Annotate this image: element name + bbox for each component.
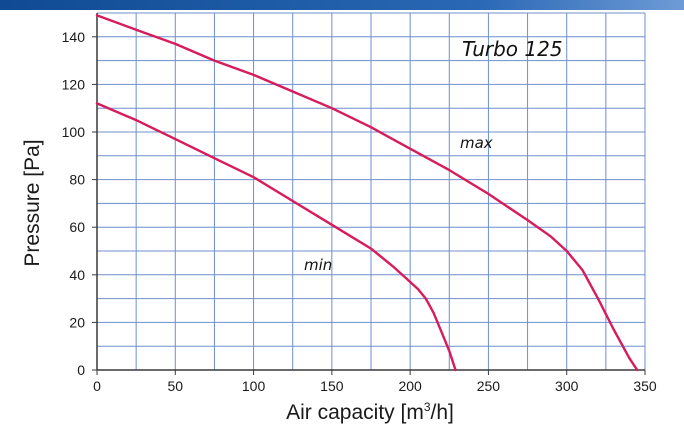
y-tick-label: 0 <box>77 362 85 378</box>
x-tick-label: 350 <box>633 378 657 394</box>
x-tick-label: 250 <box>477 378 501 394</box>
x-tick-label: 0 <box>93 378 101 394</box>
x-tick-label: 50 <box>167 378 183 394</box>
y-tick-label: 100 <box>62 124 86 140</box>
x-tick-label: 300 <box>555 378 579 394</box>
x-axis-title-superscript: 3 <box>424 400 431 414</box>
series-lines <box>95 14 639 372</box>
grid-lines <box>97 12 646 370</box>
series-label-min: min <box>304 256 332 274</box>
x-tick-label: 150 <box>320 378 344 394</box>
x-axis-title: Air capacity [m3/h] <box>286 400 454 424</box>
chart-title: Turbo 125 <box>462 37 563 61</box>
series-label-max: max <box>460 134 493 152</box>
y-tick-label: 60 <box>69 219 85 235</box>
series-line-max <box>95 14 639 372</box>
y-tick-label: 80 <box>69 172 85 188</box>
y-axis-title: Pressure [Pa] <box>21 139 44 266</box>
tick-labels: 0 50 100 150 200 250 300 350 0 20 40 60 80 100 120 140 <box>62 29 657 394</box>
axes <box>92 13 646 375</box>
y-tick-label: 40 <box>69 267 85 283</box>
x-tick-label: 100 <box>242 378 266 394</box>
y-tick-label: 140 <box>62 29 86 45</box>
x-axis-title-main: Air capacity [m <box>286 401 424 424</box>
y-tick-label: 120 <box>62 76 86 92</box>
y-tick-label: 20 <box>69 314 85 330</box>
series-line-min <box>95 102 457 372</box>
x-tick-label: 200 <box>398 378 422 394</box>
top-banner <box>0 0 684 10</box>
x-axis-title-tail: /h] <box>431 401 454 424</box>
